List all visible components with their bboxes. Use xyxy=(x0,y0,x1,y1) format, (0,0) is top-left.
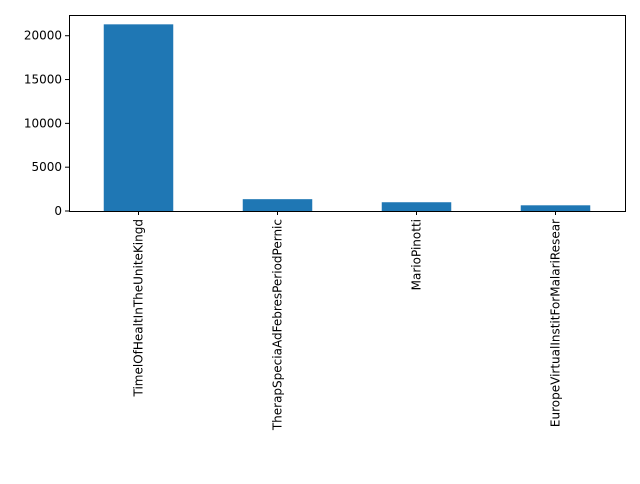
x-tick-label: EuropeVirtualInstitForMalariResear xyxy=(549,219,563,427)
x-axis: TimelOfHealtInTheUniteKingd TherapSpeciaA… xyxy=(132,211,563,431)
x-tick-label: MarioPinotti xyxy=(410,219,424,290)
bar xyxy=(520,205,591,211)
bars-group xyxy=(103,24,591,212)
bar xyxy=(103,24,174,212)
y-tick-label: 0 xyxy=(54,204,62,218)
x-tick-label: TimelOfHealtInTheUniteKingd xyxy=(132,219,146,398)
x-tick-label: TherapSpeciaAdFebresPeriodPernic xyxy=(271,219,285,431)
y-axis: 0 5000 10000 15000 20000 xyxy=(24,29,69,218)
y-tick-label: 10000 xyxy=(24,116,62,130)
bar xyxy=(381,202,452,211)
y-tick-label: 5000 xyxy=(31,160,62,174)
y-tick-label: 15000 xyxy=(24,73,62,87)
y-tick-label: 20000 xyxy=(24,29,62,43)
plot-frame xyxy=(69,15,626,212)
bar xyxy=(242,199,313,211)
